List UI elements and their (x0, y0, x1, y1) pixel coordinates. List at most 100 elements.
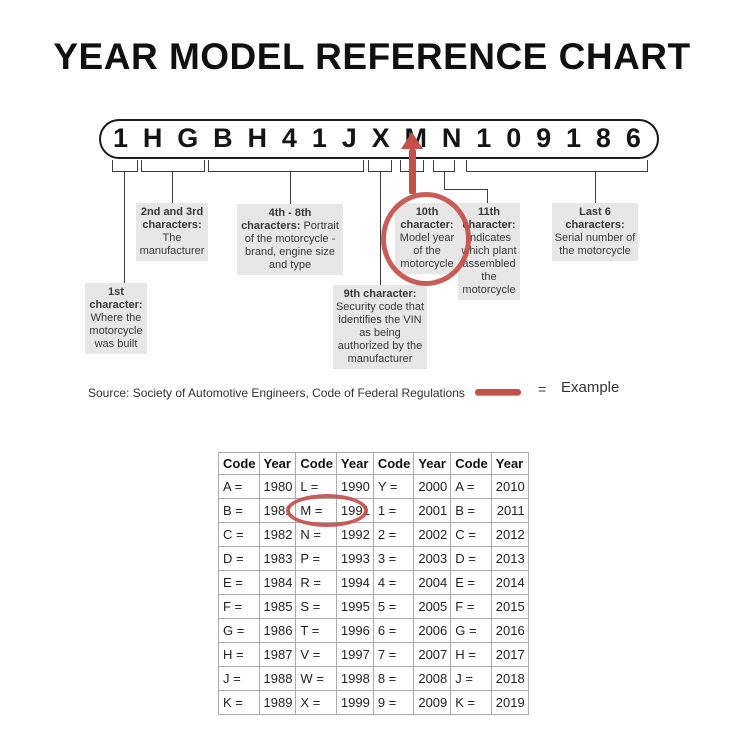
vin-character: 6 (625, 122, 641, 153)
table-cell: Y = (372, 474, 415, 499)
table-cell: 2016 (490, 618, 529, 643)
table-row: G = 1986 T = 1996 6 = 2006 G = 2016 (218, 618, 529, 643)
table-header-cell: Year (258, 452, 297, 475)
table-cell: J = (218, 666, 260, 691)
table-cell: 1983 (258, 546, 297, 571)
table-cell: 1996 (335, 618, 374, 643)
vin-character: X (371, 122, 390, 153)
source-text: Source: Society of Automotive Engineers,… (88, 386, 465, 400)
table-row: B = 1981 M = 1991 1 = 2001 B = 2011 (218, 498, 529, 523)
table-cell: 1 = (372, 498, 415, 523)
table-cell: 1980 (258, 474, 297, 499)
table-cell: V = (295, 642, 337, 667)
table-cell: K = (218, 690, 260, 715)
callout-body: Indicates which plant assembled the moto… (461, 232, 517, 296)
example-line-swatch (475, 389, 521, 395)
table-cell: K = (450, 690, 492, 715)
table-cell: 2000 (413, 474, 452, 499)
table-cell: E = (450, 570, 492, 595)
vin-character: 4 (281, 122, 297, 153)
connector-line (380, 172, 381, 285)
table-cell: 1993 (335, 546, 374, 571)
table-cell: 2012 (490, 522, 529, 547)
legend-label: Example (561, 379, 620, 396)
table-header-cell: Year (413, 452, 452, 475)
bracket-9th-character (368, 160, 392, 172)
table-cell: 2011 (490, 498, 529, 523)
year-code-table: Code Year Code Year Code Year Code Year A = 1980… (218, 452, 529, 715)
table-cell: 2006 (413, 618, 452, 643)
callout-1st-character: 1st character: Where the motorcycle was … (85, 283, 147, 354)
table-cell: 1995 (335, 594, 374, 619)
table-cell: 1999 (335, 690, 374, 715)
callout-heading: 2nd and 3rd characters: (140, 206, 204, 231)
table-cell: E = (218, 570, 260, 595)
table-cell: G = (450, 618, 492, 643)
connector-line (172, 172, 173, 203)
connector-line (487, 189, 488, 203)
callout-4th-8th: 4th - 8th characters: Portrait of the mo… (237, 204, 343, 275)
vin-character: 0 (506, 122, 522, 153)
table-cell: R = (295, 570, 337, 595)
table-cell: 2019 (490, 690, 529, 715)
table-cell: 2005 (413, 594, 452, 619)
table-row: E = 1984 R = 1994 4 = 2004 E = 2014 (218, 570, 529, 595)
table-cell: 4 = (372, 570, 415, 595)
table-cell: P = (295, 546, 337, 571)
table-row: H = 1987 V = 1997 7 = 2007 H = 2017 (218, 642, 529, 667)
table-header-cell: Code (295, 452, 337, 475)
callout-heading: 1st character: (89, 286, 143, 311)
table-cell: 2004 (413, 570, 452, 595)
vin-character: B (213, 122, 233, 153)
table-cell: 2003 (413, 546, 452, 571)
table-cell: 1994 (335, 570, 374, 595)
table-cell: C = (218, 522, 260, 547)
table-cell: F = (218, 594, 260, 619)
table-cell: 7 = (372, 642, 415, 667)
table-cell: 2009 (413, 690, 452, 715)
bracket-11th-character (433, 160, 455, 172)
table-cell: 2010 (490, 474, 529, 499)
table-header-cell: Year (335, 452, 374, 475)
table-cell: 6 = (372, 618, 415, 643)
bracket-last-6 (466, 160, 648, 172)
table-cell: 2008 (413, 666, 452, 691)
table-cell: 1989 (258, 690, 297, 715)
callout-body: Security code that identifies the VIN as… (335, 301, 425, 365)
table-cell: H = (218, 642, 260, 667)
vin-character: 1 (311, 122, 327, 153)
table-cell: 2 = (372, 522, 415, 547)
table-header-cell: Code (218, 452, 260, 475)
callout-9th-character: 9th character: Security code that identi… (333, 285, 427, 369)
table-cell: 9 = (372, 690, 415, 715)
table-header-cell: Code (372, 452, 415, 475)
connector-line (595, 172, 596, 203)
example-arrowhead-icon (401, 132, 423, 149)
table-cell: 2007 (413, 642, 452, 667)
callout-2nd-3rd: 2nd and 3rd characters: The manufacturer (136, 203, 208, 261)
bracket-1st-character (112, 160, 138, 172)
vin-character: G (177, 122, 199, 153)
connector-line (290, 172, 291, 204)
table-row: F = 1985 S = 1995 5 = 2005 F = 2015 (218, 594, 529, 619)
table-cell: A = (450, 474, 492, 499)
table-row: A = 1980 L = 1990 Y = 2000 A = 2010 (218, 474, 529, 499)
page-title: YEAR MODEL REFERENCE CHART (53, 36, 691, 77)
table-cell: 2013 (490, 546, 529, 571)
table-header: Code Year Code Year Code Year Code Year (218, 452, 529, 475)
table-cell: 2017 (490, 642, 529, 667)
table-cell: C = (450, 522, 492, 547)
callout-body: Where the motorcycle was built (89, 312, 143, 350)
table-cell: X = (295, 690, 337, 715)
table-cell: 1988 (258, 666, 297, 691)
table-row: K = 1989 X = 1999 9 = 2009 K = 2019 (218, 690, 529, 715)
table-cell: W = (295, 666, 337, 691)
table-cell: 2014 (490, 570, 529, 595)
table-cell: D = (218, 546, 260, 571)
vin-character: 9 (536, 122, 552, 153)
table-cell: 2018 (490, 666, 529, 691)
table-cell: 1982 (258, 522, 297, 547)
table-header-cell: Year (490, 452, 529, 475)
